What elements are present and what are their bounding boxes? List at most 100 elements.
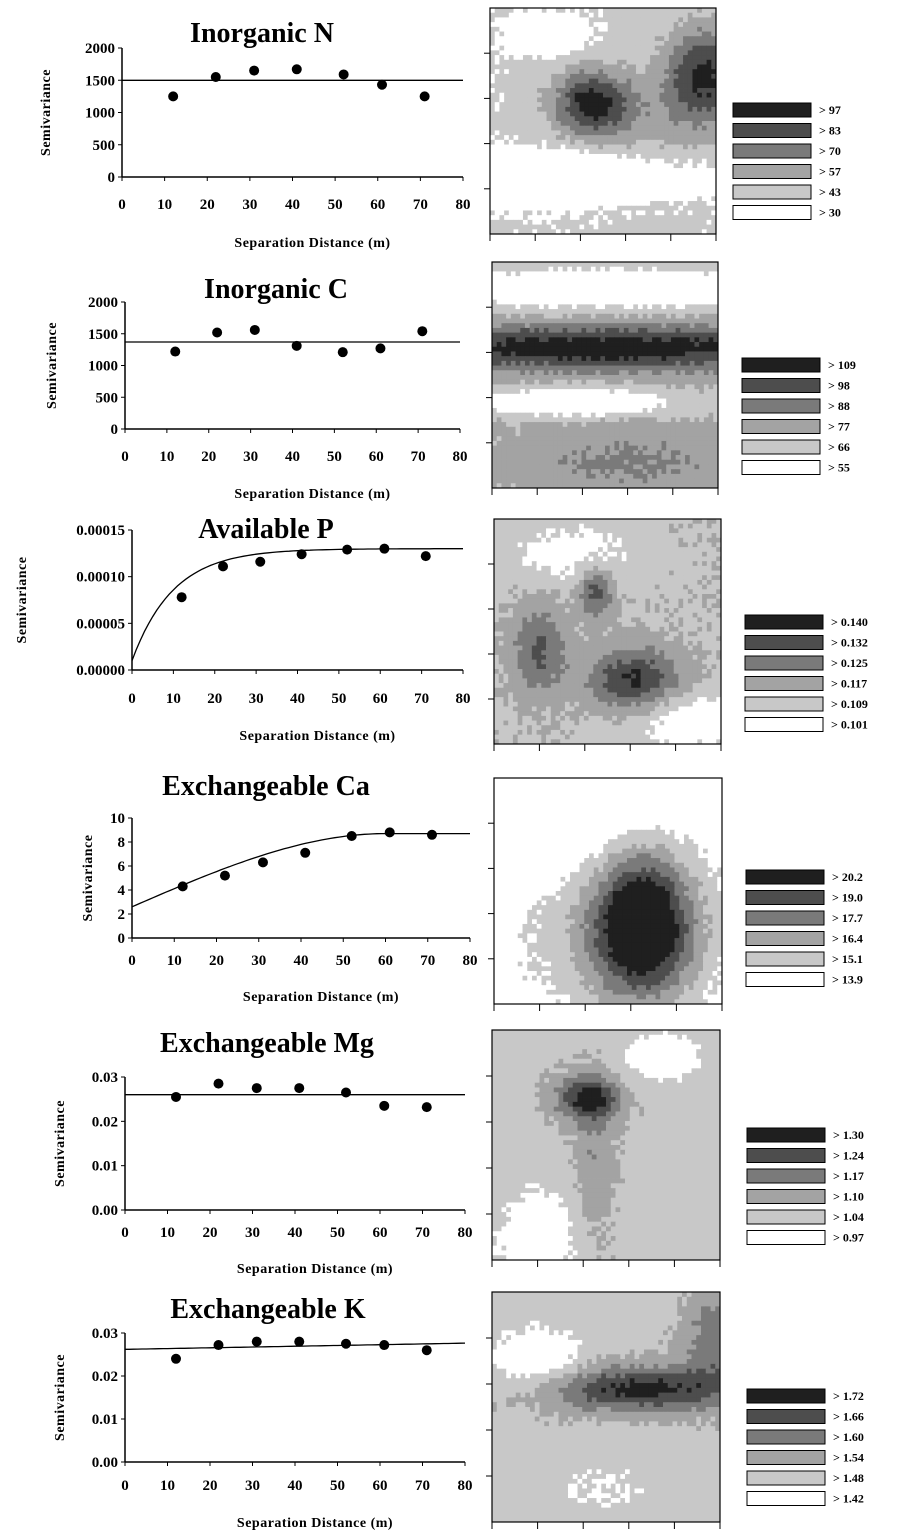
map-cell <box>609 294 615 301</box>
map-cell <box>701 177 707 183</box>
map-cell <box>626 17 632 23</box>
map-cell <box>553 417 559 423</box>
map-cell <box>595 299 601 305</box>
map-cell <box>574 88 580 94</box>
map-cell <box>572 426 578 432</box>
map-cell <box>527 144 533 150</box>
map-cell <box>576 262 582 268</box>
map-cell <box>605 389 611 395</box>
map-cell <box>612 102 618 108</box>
map-cell <box>699 337 705 343</box>
map-cell <box>574 17 580 23</box>
map-cell <box>539 323 545 329</box>
map-cell <box>664 125 670 131</box>
map-cell <box>656 455 662 461</box>
map-cell <box>565 78 571 84</box>
map-cell <box>607 201 613 207</box>
map-cell <box>498 523 504 529</box>
map-cell <box>692 40 698 47</box>
data-point <box>218 561 229 572</box>
map-cell <box>659 111 665 117</box>
map-cell <box>617 168 623 174</box>
map-cell <box>699 356 705 362</box>
map-cell <box>515 346 521 352</box>
map-cell <box>565 144 571 150</box>
map-cell <box>654 22 660 28</box>
map-cell <box>490 191 496 197</box>
map-cell <box>588 111 594 117</box>
map-cell <box>565 196 571 202</box>
map-cell <box>650 205 656 211</box>
map-cell <box>576 304 582 310</box>
map-cell <box>659 121 665 127</box>
map-cell <box>633 337 639 343</box>
map-cell <box>557 313 564 319</box>
map-cell <box>494 144 500 150</box>
map-cell <box>670 351 677 357</box>
map-cell <box>586 370 592 376</box>
map-cell <box>612 158 618 164</box>
map-cell <box>614 422 620 428</box>
map-cell <box>659 17 665 23</box>
map-cell <box>607 177 613 183</box>
map-cell <box>603 182 609 188</box>
map-cell <box>631 186 637 193</box>
map-cell <box>687 69 693 75</box>
map-cell <box>673 106 679 112</box>
map-cell <box>666 422 672 428</box>
map-cell <box>543 407 549 414</box>
map-cell <box>595 464 601 470</box>
map-cell <box>699 327 705 334</box>
map-cell <box>508 533 514 539</box>
map-cell <box>572 469 578 475</box>
map-cell <box>633 403 639 409</box>
map-cell <box>490 158 496 164</box>
map-cell <box>645 8 651 14</box>
map-cell <box>678 191 684 197</box>
map-cell <box>633 412 639 418</box>
map-cell <box>506 294 512 301</box>
map-cell <box>492 266 498 272</box>
map-cell <box>548 266 554 272</box>
map-cell <box>603 224 609 230</box>
map-cell <box>494 519 500 525</box>
map-cell <box>550 519 556 525</box>
map-cell <box>555 196 562 202</box>
map-cell <box>532 139 538 145</box>
map-cell <box>645 533 651 539</box>
map-cell <box>668 196 675 202</box>
map-cell <box>617 121 623 127</box>
map-cell <box>494 17 500 23</box>
map-cell <box>546 22 552 28</box>
map-cell <box>557 459 564 465</box>
map-cell <box>527 163 533 169</box>
map-cell <box>713 483 719 489</box>
map-cell <box>501 455 507 461</box>
map-cell <box>706 182 712 188</box>
map-cell <box>685 299 691 305</box>
map-cell <box>522 177 529 183</box>
map-cell <box>581 290 587 296</box>
map-cell <box>522 50 529 56</box>
map-cell <box>645 59 651 65</box>
map-cell <box>581 266 587 272</box>
map-cell <box>548 356 554 362</box>
map-cell <box>532 163 538 169</box>
map-cell <box>607 158 613 164</box>
map-cell <box>506 290 512 296</box>
map-cell <box>703 356 709 362</box>
map-cell <box>673 83 679 89</box>
map-cell <box>504 153 510 160</box>
map-cell <box>593 64 599 70</box>
map-cell <box>527 40 533 47</box>
map-cell <box>656 309 662 315</box>
map-cell <box>520 276 526 282</box>
map-cell <box>652 294 658 301</box>
map-cell <box>534 375 540 381</box>
map-cell <box>628 469 634 475</box>
map-cell <box>645 40 651 47</box>
map-cell <box>508 102 514 108</box>
map-cell <box>539 313 545 319</box>
map-cell <box>595 332 601 338</box>
map-cell <box>492 327 498 334</box>
